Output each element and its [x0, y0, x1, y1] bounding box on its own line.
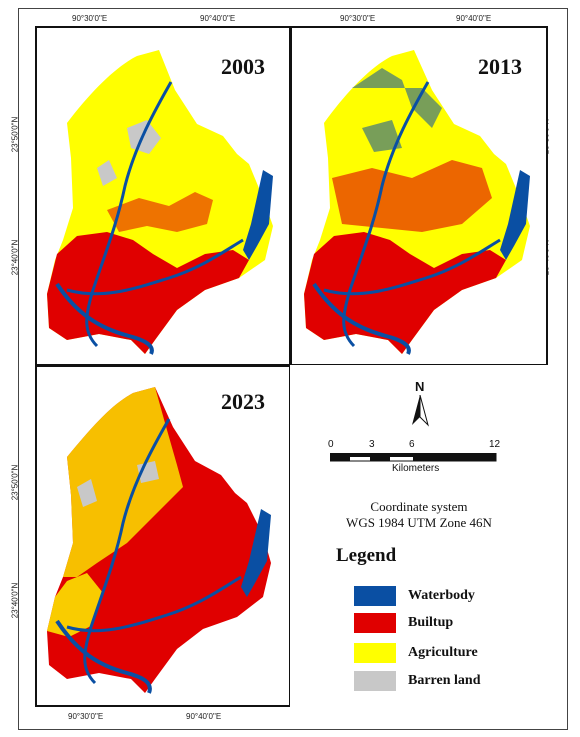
- year-label-2023: 2023: [221, 389, 265, 414]
- legend-label-builtup: Builtup: [408, 615, 454, 630]
- map-2013-graphic: [304, 50, 530, 355]
- year-label-2013: 2013: [478, 54, 522, 79]
- scale-tick-12: 12: [489, 439, 501, 450]
- map-panel-2013: 2013: [290, 26, 548, 366]
- map-2023-graphic: [47, 387, 271, 694]
- lat-label-left-40-top: 23°40'0"N: [10, 239, 20, 276]
- lat-label-left-50-bottom: 23°50'0"N: [10, 464, 20, 501]
- scale-tick-6: 6: [409, 439, 415, 450]
- scale-tick-0: 0: [328, 439, 334, 450]
- legend-label-barren-land: Barren land: [408, 673, 481, 688]
- map-panel-2003: 2003: [35, 26, 291, 366]
- coordinate-system-title: Coordinate system: [370, 499, 468, 514]
- legend-swatch-agriculture: [354, 643, 396, 663]
- info-panel: N 0 3 6 12 Kilometers Coordinate system …: [290, 365, 548, 707]
- north-arrow-icon: [412, 395, 429, 427]
- lon-label-top-right-left: 90°30'0"E: [340, 14, 376, 23]
- legend-item-builtup: Builtup: [354, 613, 453, 633]
- map-panel-2023: 2023: [35, 365, 291, 707]
- scale-unit: Kilometers: [392, 463, 440, 474]
- scale-tick-3: 3: [369, 439, 375, 450]
- legend-item-barren-land: Barren land: [354, 671, 480, 691]
- lon-label-top-left: 90°30'0"E: [72, 14, 108, 23]
- legend-item-agriculture: Agriculture: [354, 643, 478, 663]
- year-label-2003: 2003: [221, 54, 265, 79]
- scale-bar: [330, 453, 497, 462]
- legend-label-waterbody: Waterbody: [408, 588, 475, 603]
- legend-item-waterbody: Waterbody: [354, 586, 475, 606]
- lon-label-top-mid: 90°40'0"E: [200, 14, 236, 23]
- map-2003-graphic: [47, 50, 273, 355]
- legend-swatch-waterbody: [354, 586, 396, 606]
- lon-label-bottom-left: 90°30'0"E: [68, 712, 104, 721]
- legend-swatch-builtup: [354, 613, 396, 633]
- lon-label-top-right-mid: 90°40'0"E: [456, 14, 492, 23]
- lon-label-bottom-mid: 90°40'0"E: [186, 712, 222, 721]
- figure-frame: [18, 8, 568, 730]
- legend-swatch-barren-land: [354, 671, 396, 691]
- legend-label-agriculture: Agriculture: [408, 645, 478, 660]
- legend-title: Legend: [336, 545, 397, 566]
- lat-label-left-50-top: 23°50'0"N: [10, 116, 20, 153]
- north-label: N: [415, 379, 425, 394]
- coordinate-system-name: WGS 1984 UTM Zone 46N: [346, 515, 492, 530]
- lat-label-left-40-bottom: 23°40'0"N: [10, 582, 20, 619]
